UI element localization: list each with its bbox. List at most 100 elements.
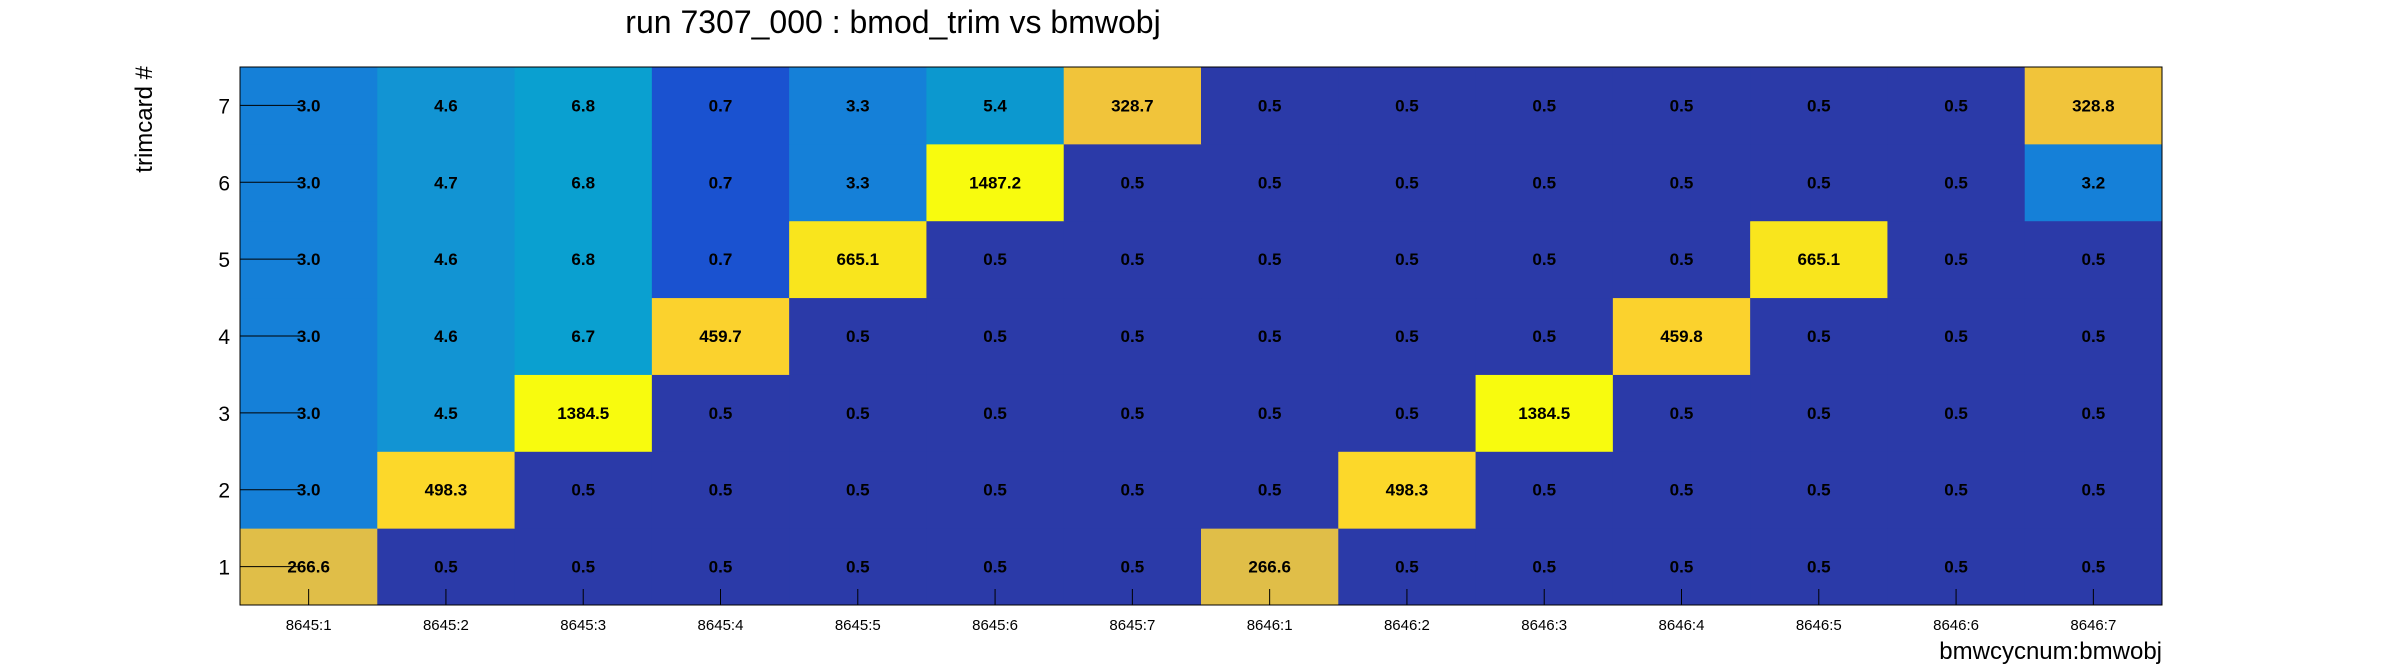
y-tick-label: 5 (218, 249, 230, 272)
cell-value-label: 0.5 (2082, 250, 2106, 269)
cell-value-label: 0.5 (1532, 96, 1556, 115)
heatmap-cell (1475, 67, 1614, 145)
x-tick-label: 8646:5 (1796, 617, 1842, 634)
heatmap-cell (514, 143, 653, 222)
heatmap-cell (514, 220, 653, 299)
y-tick-label: 3 (218, 403, 230, 426)
heatmap-cell (1338, 220, 1477, 299)
cell-value-label: 0.5 (846, 404, 870, 423)
x-tick-label: 8646:2 (1384, 617, 1430, 634)
cell-value-label: 4.6 (434, 327, 458, 346)
y-tick-label: 4 (218, 326, 230, 349)
heatmap-cells: 266.6 0.5 0.5 0.5 0.5 0.5 0.5 266.6 0.5 0.5 0.5 0.5… (240, 67, 2163, 606)
heatmap-cell (1201, 143, 1339, 222)
cell-value-label: 0.5 (1258, 404, 1282, 423)
cell-value-label: 6.8 (571, 96, 595, 115)
cell-value-label: 0.5 (983, 327, 1007, 346)
cell-value-label: 0.5 (709, 404, 733, 423)
cell-value-label: 0.5 (1121, 250, 1145, 269)
cell-value-label: 0.5 (1258, 173, 1282, 192)
cell-value-label: 328.7 (1111, 96, 1154, 115)
cell-value-label: 0.5 (1395, 404, 1419, 423)
cell-value-label: 0.5 (1807, 96, 1831, 115)
cell-value-label: 1384.5 (557, 404, 609, 423)
y-axis-title: trimcard # (131, 65, 158, 172)
cell-value-label: 0.5 (1532, 173, 1556, 192)
heatmap-cell (2024, 374, 2163, 452)
heatmap-cell (1612, 451, 1751, 529)
cell-value-label: 0.5 (709, 481, 733, 500)
cell-value-label: 6.8 (571, 250, 595, 269)
cell-value-label: 0.5 (1807, 173, 1831, 192)
heatmap-cell (926, 374, 1065, 452)
heatmap-cell (926, 143, 1065, 222)
heatmap-cell (1201, 220, 1339, 299)
heatmap-cell (1063, 67, 1202, 145)
x-tick-label: 8646:4 (1659, 617, 1705, 634)
cell-value-label: 6.8 (571, 173, 595, 192)
heatmap-cell (1475, 451, 1614, 529)
heatmap-cell (1338, 143, 1477, 222)
heatmap-cell (1475, 374, 1614, 452)
cell-value-label: 3.3 (846, 96, 870, 115)
heatmap-cell (1750, 451, 1888, 529)
cell-value-label: 0.5 (1395, 96, 1419, 115)
heatmap-cell (377, 374, 516, 452)
cell-value-label: 0.5 (1532, 481, 1556, 500)
heatmap-cell (789, 67, 927, 145)
cell-value-label: 0.5 (2082, 558, 2106, 577)
cell-value-label: 0.5 (2082, 327, 2106, 346)
cell-value-label: 0.5 (1395, 558, 1419, 577)
cell-value-label: 0.5 (571, 481, 595, 500)
heatmap-cell (1063, 451, 1202, 529)
cell-value-label: 3.0 (297, 404, 321, 423)
heatmap-cell (1201, 374, 1339, 452)
cell-value-label: 1487.2 (969, 173, 1021, 192)
cell-value-label: 0.5 (1532, 558, 1556, 577)
heatmap-cell (1750, 67, 1888, 145)
cell-value-label: 4.6 (434, 250, 458, 269)
heatmap-cell (514, 67, 653, 145)
cell-value-label: 0.5 (1670, 558, 1694, 577)
heatmap-cell (1750, 143, 1888, 222)
heatmap-cell (1201, 451, 1339, 529)
heatmap-cell (1887, 297, 2026, 375)
cell-value-label: 0.7 (709, 96, 733, 115)
x-tick-label: 8645:1 (286, 617, 332, 634)
heatmap-cell (1063, 143, 1202, 222)
heatmap-cell (2024, 220, 2163, 299)
heatmap-cell (377, 220, 516, 299)
cell-value-label: 266.6 (1248, 558, 1291, 577)
cell-value-label: 0.5 (2082, 481, 2106, 500)
cell-value-label: 498.3 (425, 481, 468, 500)
heatmap-cell (1338, 67, 1477, 145)
heatmap-cell (1887, 220, 2026, 299)
cell-value-label: 0.5 (1944, 96, 1968, 115)
heatmap-cell (1338, 451, 1477, 529)
y-tick-label: 1 (218, 557, 230, 580)
heatmap-cell (1887, 374, 2026, 452)
cell-value-label: 0.5 (1807, 558, 1831, 577)
heatmap-cell (2024, 143, 2163, 222)
cell-value-label: 0.5 (1258, 96, 1282, 115)
heatmap-cell (1887, 451, 2026, 529)
x-tick-label: 8646:7 (2070, 617, 2116, 634)
heatmap-cell (926, 67, 1065, 145)
heatmap-cell (1338, 374, 1477, 452)
heatmap-cell (789, 451, 927, 529)
heatmap-cell (1612, 220, 1751, 299)
heatmap-cell (514, 297, 653, 375)
heatmap-cell (651, 67, 790, 145)
heatmap-cell (1063, 374, 1202, 452)
cell-value-label: 0.5 (1807, 327, 1831, 346)
cell-value-label: 266.6 (287, 558, 330, 577)
heatmap-cell (377, 297, 516, 375)
cell-value-label: 0.5 (1944, 404, 1968, 423)
heatmap-cell (377, 143, 516, 222)
cell-value-label: 0.5 (1395, 327, 1419, 346)
heatmap-cell (651, 220, 790, 299)
cell-value-label: 0.5 (1532, 327, 1556, 346)
cell-value-label: 459.7 (699, 327, 742, 346)
heatmap-cell (1750, 220, 1888, 299)
